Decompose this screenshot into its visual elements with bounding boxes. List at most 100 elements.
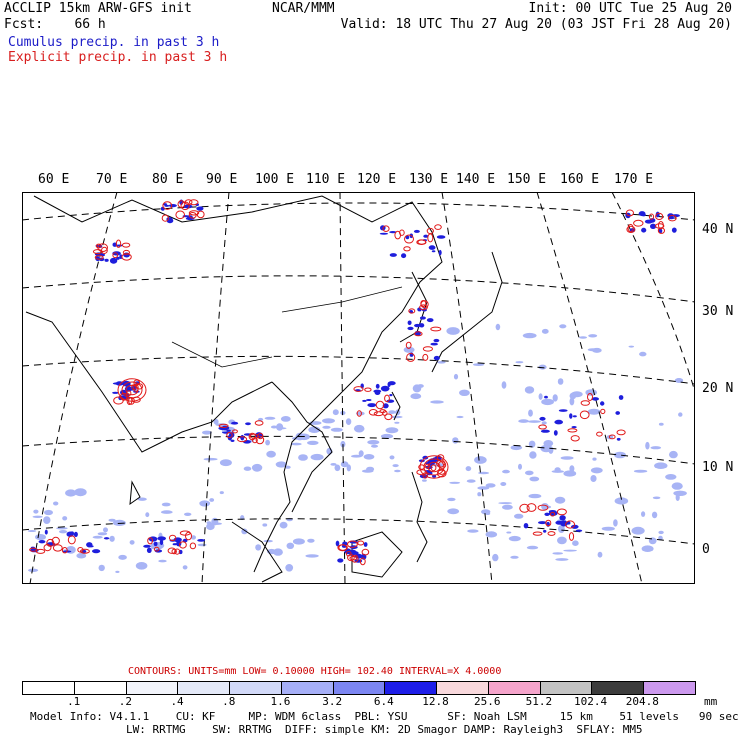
cumulus-precip-cell [554,419,563,425]
legend-explicit: Explicit precip. in past 3 h [8,50,228,65]
light-precip-cell [330,463,337,466]
cumulus-precip-cell [638,211,646,217]
explicit-precip-contour [545,519,552,527]
cumulus-precip-cell [245,422,251,426]
cumulus-precip-cell [561,516,565,520]
colorbar-unit: mm [704,695,718,708]
light-precip-cell [190,535,196,540]
colorbar-swatch [540,682,593,694]
colorbar-swatch [230,682,282,694]
coast-borneo [351,531,403,578]
model-info-line1: Model Info: V4.1.1 CU: KF MP: WDM 6class… [30,710,739,723]
cumulus-precip-cell [544,395,548,399]
light-precip-cell [385,427,399,434]
cumulus-precip-cell [196,206,204,211]
cumulus-precip-cell [419,316,426,320]
cumulus-precip-cell [414,323,421,328]
cumulus-precip-cell [436,235,446,239]
light-precip-cell [639,351,647,357]
light-precip-cell [525,470,534,476]
explicit-precip-contour [406,352,416,362]
light-precip-cell [241,528,248,535]
cumulus-precip-cell [362,399,367,402]
light-precip-cell [631,526,645,535]
explicit-precip-contour [237,436,248,443]
explicit-precip-contour [162,201,173,210]
explicit-precip-contour [382,410,388,416]
explicit-precip-contour [430,464,437,472]
light-precip-cell [529,451,537,459]
light-precip-cell [265,439,270,446]
cyclone-contour [121,381,143,399]
coast-sumatra [231,521,283,583]
explicit-precip-contour [359,557,366,566]
light-precip-cell [597,551,603,558]
light-precip-cell [308,426,321,433]
explicit-precip-contour [648,213,655,220]
explicit-precip-contour [92,249,103,255]
light-precip-cell [322,425,331,429]
light-precip-cell [448,327,454,330]
cumulus-precip-cell [112,382,121,385]
explicit-precip-contour [424,463,431,469]
explicit-precip-contour [427,233,434,243]
cumulus-precip-cell [134,381,140,384]
light-precip-cell [641,545,654,552]
light-precip-cell [35,534,46,541]
light-precip-cell [678,412,683,417]
light-precip-cell [340,461,349,468]
light-precip-cell [280,416,291,422]
cumulus-precip-cell [671,227,677,233]
light-precip-cell [270,425,278,429]
explicit-precip-contour [404,234,414,244]
light-precip-cell [658,530,664,535]
cumulus-precip-cell [569,413,573,419]
light-precip-cell [161,502,171,507]
meridian-70e [29,192,118,584]
explicit-precip-contour [188,210,200,216]
light-precip-cell [255,544,262,551]
lat-label: 10 N [702,460,734,475]
light-precip-cell [219,459,232,467]
explicit-precip-contour [121,253,132,261]
light-precip-cell [477,492,482,497]
light-precip-cell [671,482,683,490]
cumulus-precip-cell [230,439,235,442]
explicit-precip-contour [537,504,549,511]
colorbar-swatch [74,682,127,694]
cumulus-precip-cell [538,521,547,525]
light-precip-cell [541,398,554,406]
light-precip-cell [266,450,276,458]
cumulus-precip-cell [92,549,101,554]
explicit-precip-contour [179,541,187,549]
light-precip-cell [548,446,554,454]
cumulus-precip-cell [226,429,231,432]
explicit-precip-contour [434,224,442,230]
center-label: NCAR/MMM [272,1,335,16]
light-precip-cell [510,445,523,451]
light-precip-cell [502,504,513,510]
lon-label: 90 E [206,172,238,187]
cumulus-precip-cell [73,531,78,537]
cumulus-precip-cell [44,529,48,535]
meridian-110e [339,192,346,584]
light-precip-cell [367,440,380,445]
light-precip-cell [669,450,678,459]
light-precip-cell [28,568,39,572]
explicit-precip-contour [422,472,428,479]
explicit-precip-contour [436,454,445,461]
light-precip-cell [650,446,662,450]
cumulus-precip-cell [433,338,440,343]
explicit-precip-contour [568,532,575,541]
explicit-precip-contour [579,410,590,420]
light-precip-cell [390,415,403,419]
colorbar-tick-label: 204.8 [625,695,659,708]
cumulus-precip-cell [386,399,395,403]
forecast-hour: Fcst: 66 h [4,18,106,32]
cumulus-precip-cell [401,253,407,259]
light-precip-cell [652,496,661,500]
cumulus-precip-cell [157,536,166,541]
light-precip-cell [392,464,399,468]
light-precip-cell [129,540,135,545]
cumulus-precip-cell [367,403,377,408]
